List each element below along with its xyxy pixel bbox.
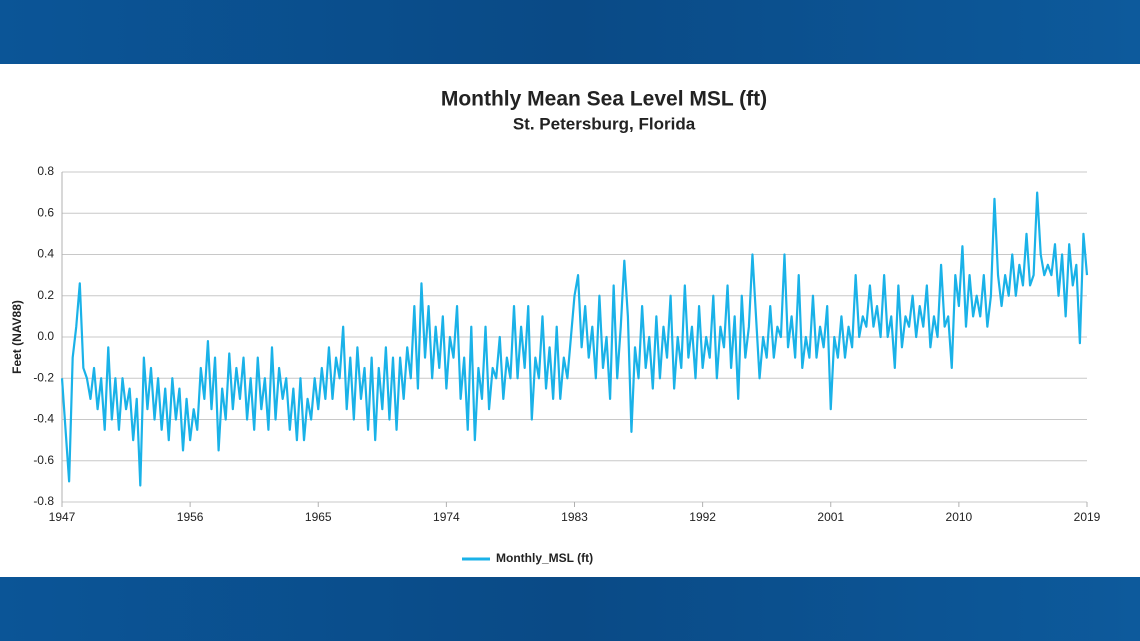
y-tick-label: 0.0: [37, 329, 54, 343]
y-tick-label: -0.4: [33, 412, 54, 426]
y-tick-label: 0.6: [37, 205, 54, 219]
x-tick-label: 2001: [817, 510, 844, 524]
top-band: [0, 0, 1140, 64]
data-line: [60, 191, 1089, 487]
y-tick-label: 0.2: [37, 288, 54, 302]
x-tick-label: 1965: [305, 510, 332, 524]
legend-label: Monthly_MSL (ft): [496, 551, 593, 565]
bottom-band: [0, 577, 1140, 641]
y-tick-label: -0.8: [33, 494, 54, 508]
x-tick-label: 1947: [49, 510, 76, 524]
y-axis-label: Feet (NAV88): [10, 300, 24, 374]
x-tick-label: 1992: [689, 510, 716, 524]
legend: Monthly_MSL (ft): [462, 551, 593, 565]
y-tick-label: -0.2: [33, 370, 54, 384]
chart-title: Monthly Mean Sea Level MSL (ft): [441, 88, 767, 111]
x-tick-label: 1983: [561, 510, 588, 524]
y-tick-label: -0.6: [33, 453, 54, 467]
x-tick-label: 1974: [433, 510, 460, 524]
y-tick-label: 0.4: [37, 247, 54, 261]
x-tick-label: 2010: [946, 510, 973, 524]
chart-subtitle: St. Petersburg, Florida: [513, 114, 696, 133]
y-tick-label: 0.8: [37, 164, 54, 178]
x-tick-label: 1956: [177, 510, 204, 524]
x-tick-label: 2019: [1074, 510, 1101, 524]
